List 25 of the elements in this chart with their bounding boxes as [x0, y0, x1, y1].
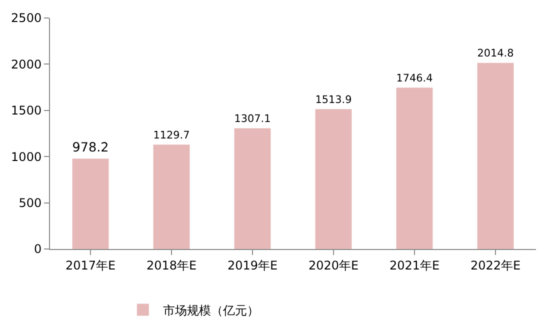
x-tick-label: 2021年E — [389, 258, 440, 272]
y-tick-label: 0 — [34, 242, 42, 256]
data-label: 1513.9 — [315, 94, 352, 106]
data-label: 2014.8 — [477, 48, 514, 60]
y-tick-label: 500 — [18, 196, 42, 210]
legend-label: 市场规模（亿元） — [162, 303, 259, 318]
data-label: 978.2 — [72, 140, 109, 156]
x-tick-label: 2020年E — [308, 258, 359, 272]
data-label: 1129.7 — [153, 129, 190, 142]
bar — [315, 109, 352, 249]
x-tick-label: 2019年E — [227, 258, 278, 272]
bar — [234, 128, 271, 249]
x-tick-label: 2018年E — [146, 258, 197, 272]
y-tick-label: 2500 — [11, 11, 42, 26]
bar — [153, 144, 190, 249]
x-tick-label: 2017年E — [65, 258, 116, 272]
x-tick-label: 2022年E — [470, 258, 521, 272]
y-tick-label: 1500 — [11, 104, 42, 118]
bar — [396, 88, 433, 249]
bar — [477, 62, 514, 249]
data-label: 1746.4 — [396, 72, 434, 84]
bar — [72, 158, 109, 249]
y-tick-label: 1000 — [11, 150, 42, 164]
y-tick-label: 2000 — [11, 57, 42, 72]
data-label: 1307.1 — [234, 113, 271, 126]
